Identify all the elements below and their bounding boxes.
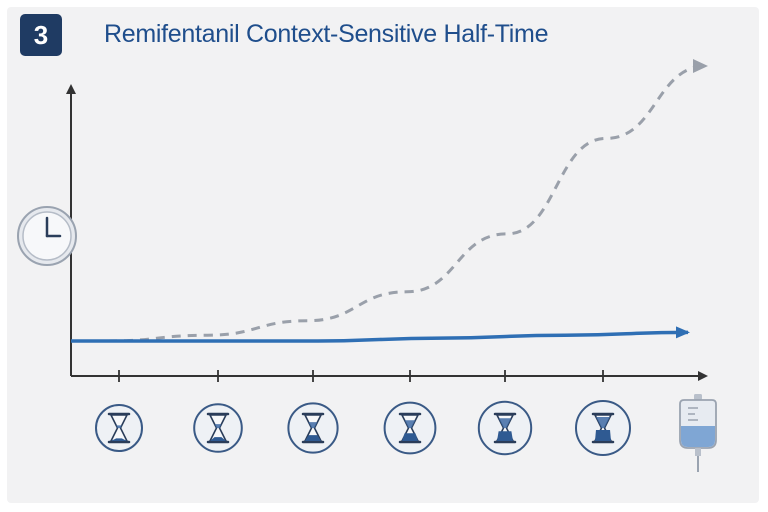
page-title: Remifentanil Context-Sensitive Half-Time xyxy=(104,20,549,48)
remifentanil-line xyxy=(70,326,690,343)
iv-bag-icon xyxy=(679,394,717,472)
step-number-badge: 3 xyxy=(20,14,62,56)
hourglass-icon xyxy=(477,400,533,456)
clock-icon xyxy=(17,206,77,266)
comparison-curve-dashed xyxy=(107,59,708,343)
hourglass-icon xyxy=(95,404,143,452)
hourglass-icon xyxy=(383,401,437,455)
hourglass-icon xyxy=(575,400,631,456)
hourglass-icon xyxy=(193,403,243,453)
hourglass-icon xyxy=(287,402,339,454)
x-axis-ticks xyxy=(118,370,604,382)
hourglass-row xyxy=(95,400,631,456)
